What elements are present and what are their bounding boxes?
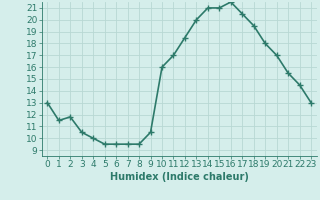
X-axis label: Humidex (Indice chaleur): Humidex (Indice chaleur) (110, 172, 249, 182)
